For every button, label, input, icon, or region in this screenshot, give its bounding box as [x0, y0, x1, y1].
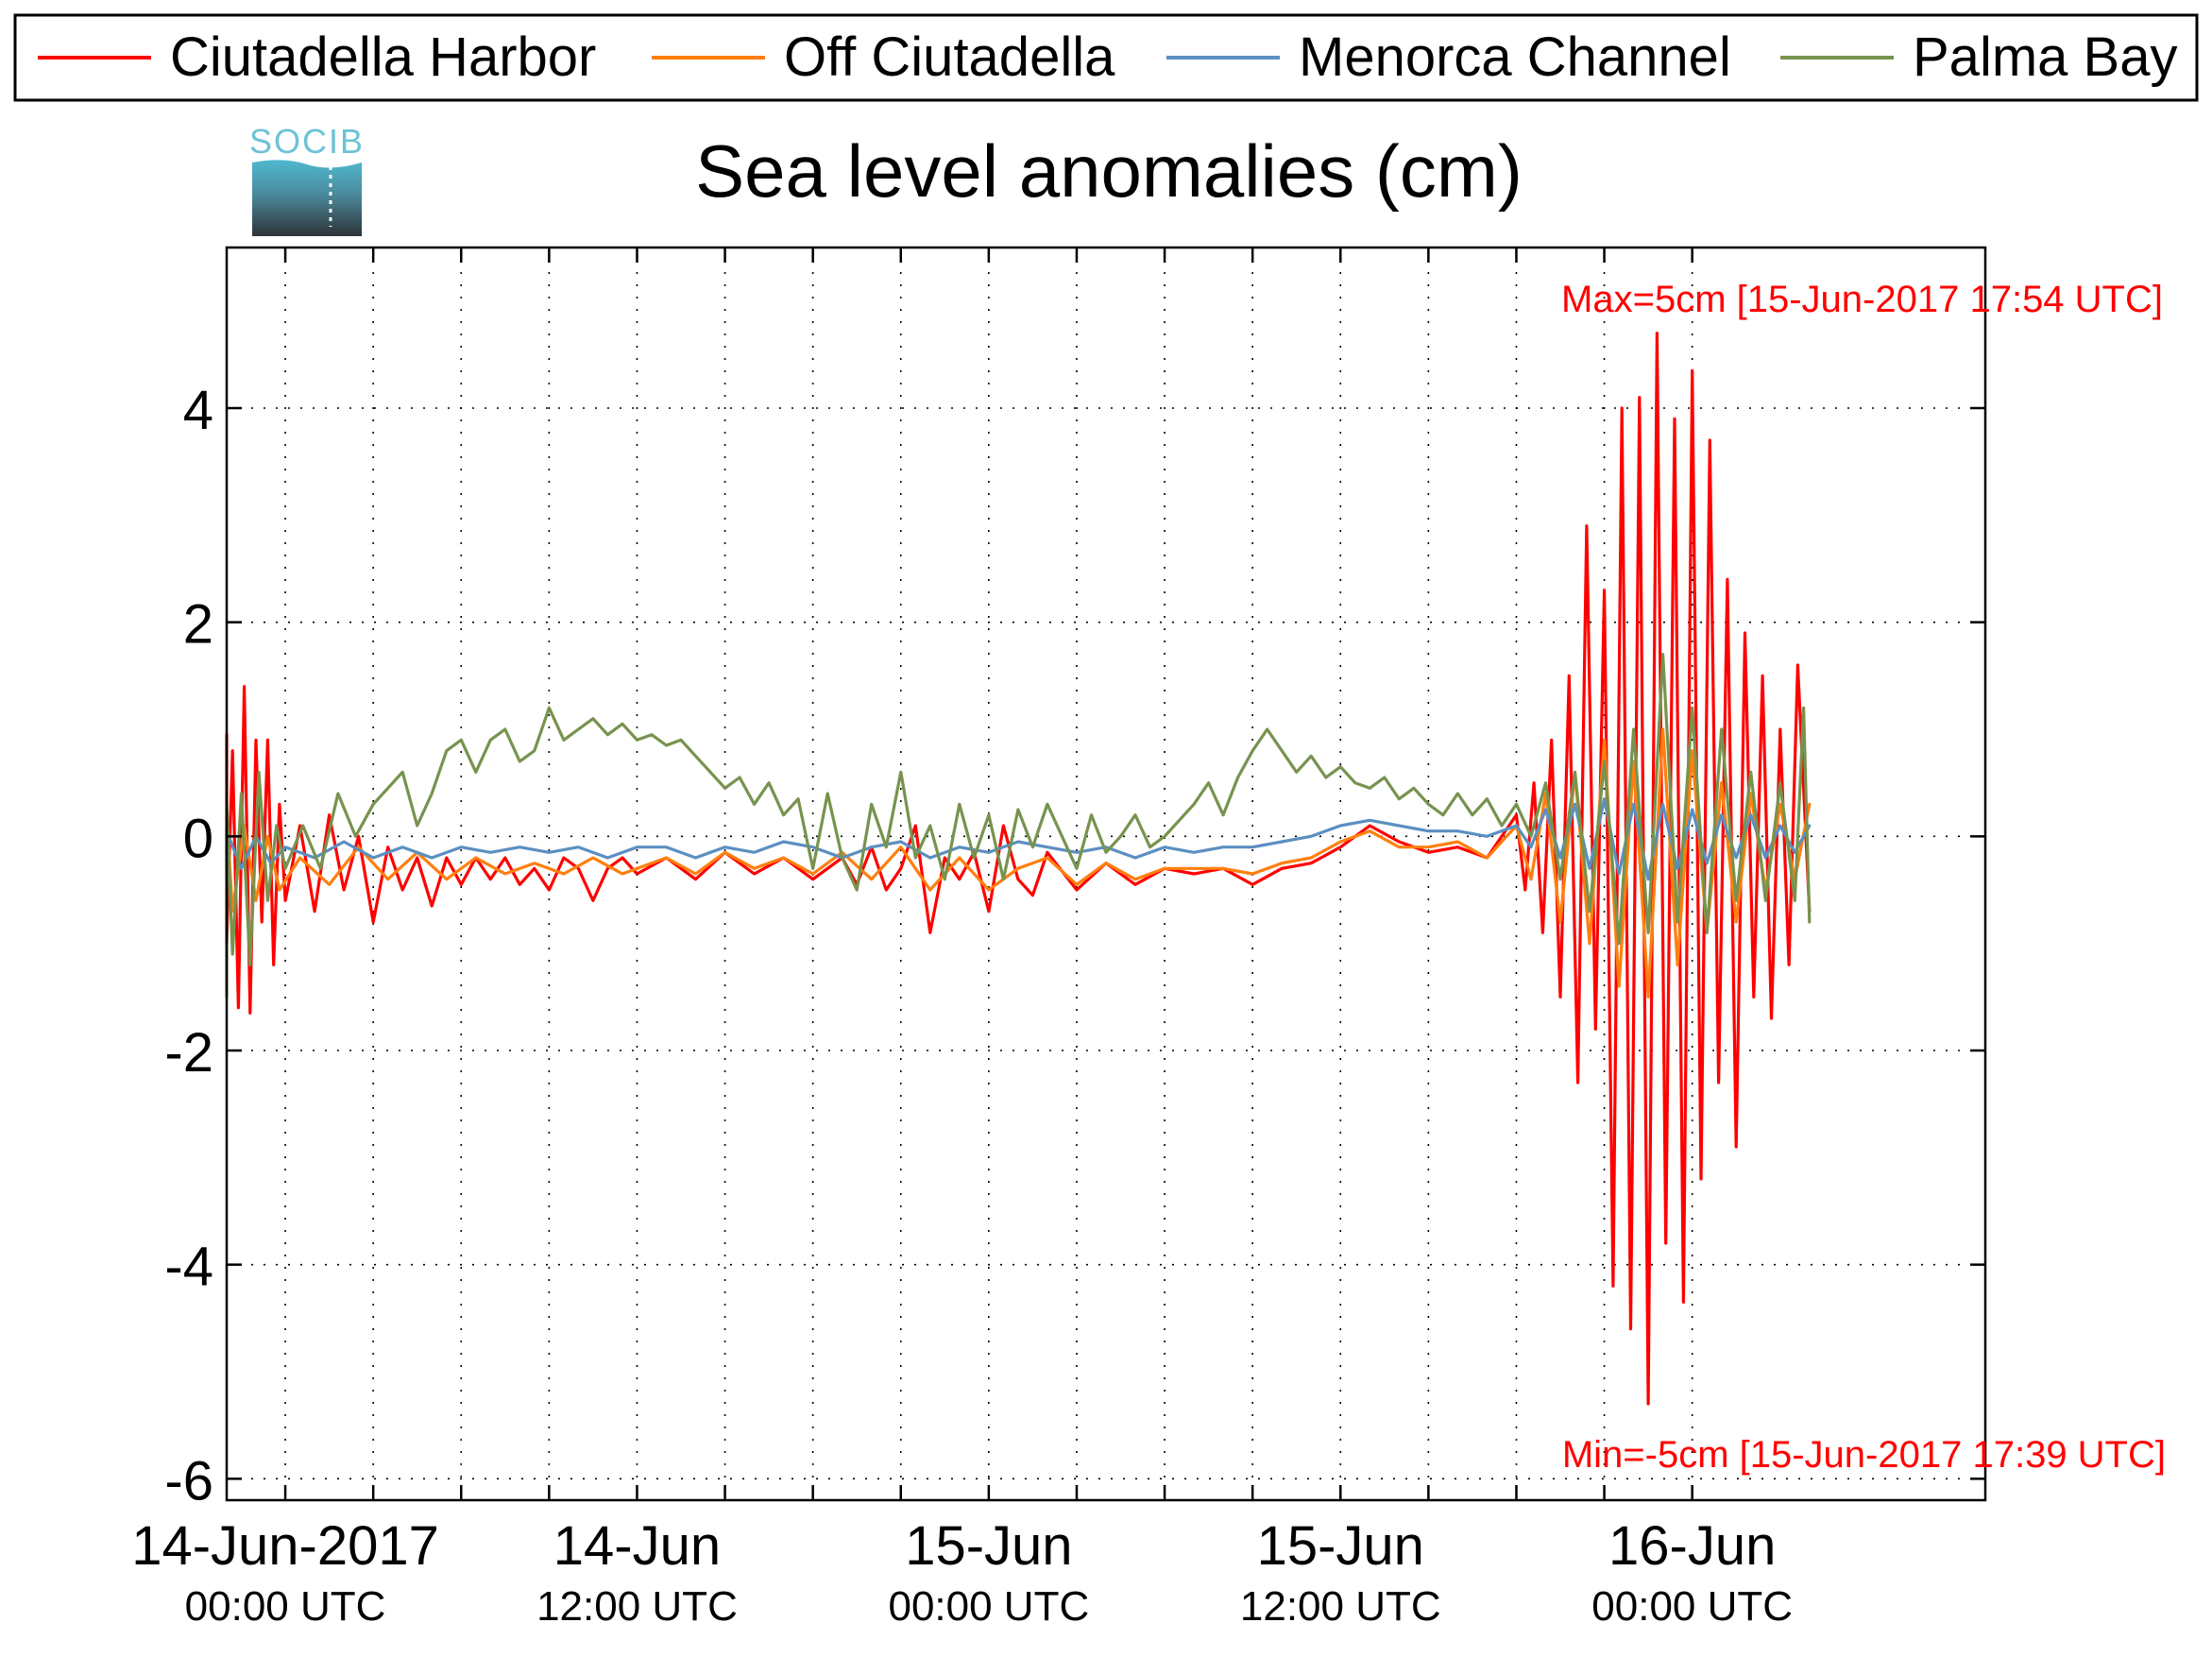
x-tick-date-label-0: 14-Jun-2017	[131, 1515, 439, 1577]
x-tick-time-label-2: 00:00 UTC	[888, 1583, 1089, 1630]
y-tick-label-2: 0	[183, 808, 213, 869]
min-annotation: Min=-5cm [15-Jun-2017 17:39 UTC]	[1562, 1434, 2166, 1476]
legend-label-palma-bay: Palma Bay	[1913, 26, 2177, 88]
legend-label-off-ciutadella: Off Ciutadella	[784, 26, 1115, 88]
x-tick-date-label-1: 14-Jun	[553, 1515, 721, 1577]
axis-ticks	[227, 248, 1985, 1500]
y-tick-label-0: 4	[183, 380, 213, 441]
series-group	[225, 332, 1812, 1406]
legend: Ciutadella Harbor Off Ciutadella Menorca C…	[13, 13, 2199, 102]
x-tick-time-label-3: 12:00 UTC	[1240, 1583, 1441, 1630]
y-tick-label-5: -6	[164, 1450, 213, 1512]
y-axis-tick-labels: 4 2 0 -2 -4 -6	[164, 380, 213, 1512]
y-tick-label-4: -4	[164, 1237, 213, 1298]
x-tick-time-label-0: 00:00 UTC	[185, 1583, 386, 1630]
legend-label-ciutadella-harbor: Ciutadella Harbor	[170, 26, 596, 88]
legend-label-menorca-channel: Menorca Channel	[1299, 26, 1731, 88]
grid	[227, 248, 1985, 1500]
series-line-palma-bay	[225, 653, 1812, 999]
series-line-off-ciutadella	[225, 727, 1812, 999]
x-tick-time-label-1: 12:00 UTC	[536, 1583, 738, 1630]
chart-title: Sea level anomalies (cm)	[695, 129, 1523, 213]
x-axis-tick-labels: 14-Jun-2017 00:00 UTC 14-Jun 12:00 UTC 15-Ju…	[131, 1515, 1793, 1630]
x-tick-date-label-3: 15-Jun	[1257, 1515, 1424, 1577]
socib-logo: SOCIB	[249, 122, 365, 236]
plot-frame	[225, 246, 1987, 1502]
y-tick-label-1: 2	[183, 594, 213, 656]
max-annotation: Max=5cm [15-Jun-2017 17:54 UTC]	[1561, 279, 2163, 320]
logo-text: SOCIB	[249, 122, 365, 161]
x-tick-date-label-2: 15-Jun	[905, 1515, 1072, 1577]
x-tick-date-label-4: 16-Jun	[1608, 1515, 1776, 1577]
x-tick-time-label-4: 00:00 UTC	[1591, 1583, 1793, 1630]
y-tick-label-3: -2	[164, 1022, 213, 1084]
